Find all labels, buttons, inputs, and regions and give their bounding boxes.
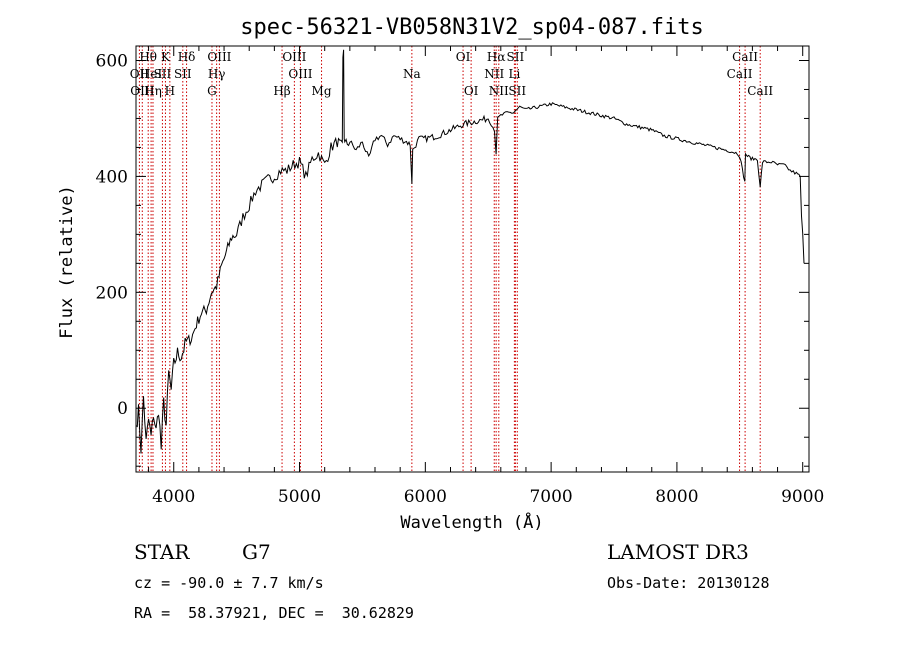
line-marker-label: SII [508,84,526,98]
x-tick-label: 9000 [781,487,824,507]
y-tick-label: 0 [117,399,128,419]
line-marker-label: H [165,84,175,98]
line-marker-label: OIII [282,50,306,64]
plot-frame [135,45,810,473]
line-marker-label: Hα [487,50,506,64]
line-marker-label: Hη [144,84,162,98]
line-marker-label: SII [507,50,525,64]
x-tick-label: 6000 [404,487,447,507]
line-marker-label: Mg [312,84,332,98]
line-marker-label: Li [508,67,520,81]
line-marker-label: Hθ [139,50,157,64]
line-marker-label: CaII [727,67,753,81]
x-tick-label: 8000 [655,487,698,507]
y-axis-label: Flux (relative) [57,185,77,339]
line-marker-label: Hδ [178,50,196,64]
y-tick-label: 200 [96,283,128,303]
redshift-velocity: cz = -90.0 ± 7.7 km/s [134,574,324,592]
line-marker-label: OIII [288,67,312,81]
chart-title: spec-56321-VB058N31V2_sp04-087.fits [240,15,704,40]
spectrum-series-line [135,49,805,454]
line-marker-label: HeI [140,67,163,81]
line-marker-label: Hγ [208,67,226,81]
line-marker-label: OII [130,67,150,81]
line-marker-label: NII [484,67,504,81]
line-marker-label: SII [174,67,192,81]
line-marker-label: SII [154,67,172,81]
line-marker-label: Hβ [273,84,290,98]
y-tick-label: 600 [96,51,128,71]
y-tick-label: 400 [96,167,128,187]
x-axis-ticks: 4000 5000 6000 7000 8000 9000 [148,46,824,507]
line-marker-label: K [161,50,171,64]
line-marker-label: OI [456,50,471,64]
line-marker-label-group: HθOIIOIIIHeIHηKSIIHHδSIIOIIIHγGOIIIOIIIH… [130,50,774,98]
line-marker-label: G [207,84,217,98]
x-tick-label: 7000 [529,487,572,507]
survey-label: LAMOST DR3 [607,540,749,564]
line-marker-label: OIII [207,50,231,64]
x-tick-label: 4000 [152,487,195,507]
line-marker-label: OI [464,84,479,98]
coordinates: RA = 58.37921, DEC = 30.62829 [134,604,414,622]
object-class: STAR [134,540,190,564]
observation-date: Obs-Date: 20130128 [607,574,770,592]
line-marker-label: NII [489,84,509,98]
line-marker-label: CaII [747,84,773,98]
x-tick-label: 5000 [278,487,321,507]
line-marker-label: CaII [732,50,758,64]
line-marker-group [138,46,761,472]
line-marker-label: Na [403,67,421,81]
x-axis-label: Wavelength (Å) [400,511,543,533]
y-axis-ticks: 0 200 400 600 [96,51,809,467]
object-subclass: G7 [242,540,271,564]
